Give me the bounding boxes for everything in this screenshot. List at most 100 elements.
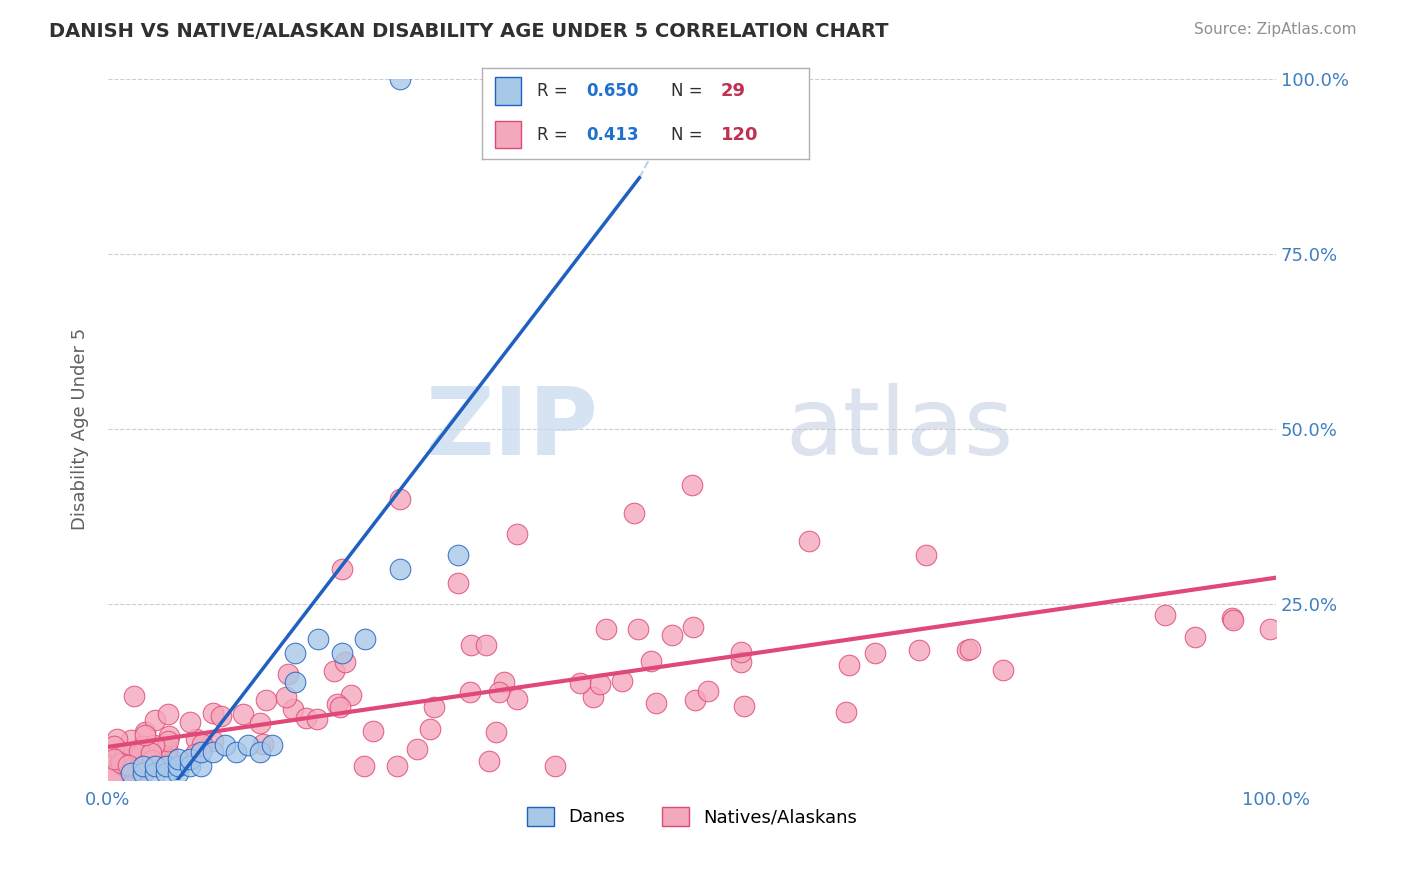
Point bbox=[623, 71, 645, 86]
Point bbox=[118, 746, 141, 760]
Point bbox=[447, 549, 470, 563]
Point bbox=[683, 693, 706, 707]
Point bbox=[697, 684, 720, 698]
Point bbox=[730, 645, 752, 659]
Point bbox=[569, 675, 592, 690]
Point bbox=[122, 760, 145, 774]
Point bbox=[326, 697, 349, 711]
Point bbox=[252, 737, 274, 751]
Point bbox=[260, 738, 283, 752]
Point bbox=[108, 755, 131, 769]
Point bbox=[141, 752, 163, 766]
Point bbox=[124, 764, 146, 778]
Point bbox=[103, 739, 125, 753]
Point bbox=[156, 742, 179, 756]
Point bbox=[914, 549, 936, 563]
Point bbox=[117, 758, 139, 772]
Point bbox=[322, 665, 344, 679]
Point bbox=[114, 758, 136, 772]
Point bbox=[202, 745, 225, 759]
Point bbox=[128, 744, 150, 758]
Point bbox=[132, 758, 155, 772]
Point bbox=[117, 765, 139, 780]
Point bbox=[131, 760, 153, 774]
Point bbox=[103, 752, 125, 766]
Point bbox=[232, 706, 254, 721]
Point bbox=[458, 685, 481, 699]
Point bbox=[156, 706, 179, 721]
Point bbox=[478, 754, 501, 768]
Point bbox=[838, 658, 860, 673]
Point bbox=[110, 756, 132, 770]
Point bbox=[249, 745, 271, 759]
Point bbox=[190, 745, 212, 759]
Point bbox=[143, 758, 166, 772]
Point bbox=[645, 696, 668, 710]
Point bbox=[460, 638, 482, 652]
Point bbox=[103, 767, 125, 781]
Point bbox=[159, 752, 181, 766]
Point bbox=[155, 758, 177, 772]
Point bbox=[214, 738, 236, 752]
Point bbox=[595, 622, 617, 636]
Point bbox=[129, 747, 152, 761]
Point bbox=[582, 690, 605, 704]
Point bbox=[274, 690, 297, 705]
Point bbox=[141, 756, 163, 771]
Point bbox=[156, 734, 179, 748]
Point bbox=[388, 492, 411, 507]
Point bbox=[835, 705, 858, 719]
Point bbox=[361, 723, 384, 738]
Point bbox=[167, 751, 190, 765]
Point bbox=[1184, 630, 1206, 644]
Point bbox=[353, 758, 375, 772]
Point bbox=[733, 698, 755, 713]
Point bbox=[132, 762, 155, 776]
Point bbox=[190, 758, 212, 772]
Point bbox=[419, 722, 441, 736]
Point bbox=[488, 685, 510, 699]
Point bbox=[122, 689, 145, 703]
Point bbox=[122, 756, 145, 770]
Point bbox=[249, 716, 271, 731]
Point bbox=[284, 674, 307, 689]
Y-axis label: Disability Age Under 5: Disability Age Under 5 bbox=[72, 328, 89, 531]
Point bbox=[682, 620, 704, 634]
Point bbox=[143, 742, 166, 756]
Point bbox=[993, 663, 1015, 677]
Point bbox=[1222, 613, 1244, 627]
Point bbox=[184, 747, 207, 761]
Point bbox=[254, 693, 277, 707]
Point bbox=[157, 751, 180, 765]
Point bbox=[155, 765, 177, 780]
Point bbox=[179, 758, 201, 772]
Point bbox=[105, 753, 128, 767]
Point bbox=[627, 622, 650, 636]
Point bbox=[506, 692, 529, 706]
Point bbox=[225, 745, 247, 759]
Point bbox=[142, 739, 165, 753]
Point bbox=[191, 737, 214, 751]
Point bbox=[863, 647, 886, 661]
Point bbox=[295, 711, 318, 725]
Point bbox=[112, 759, 135, 773]
Point bbox=[908, 643, 931, 657]
Point bbox=[122, 746, 145, 760]
Point bbox=[141, 746, 163, 760]
Point bbox=[201, 706, 224, 720]
Point bbox=[134, 728, 156, 742]
Legend: Danes, Natives/Alaskans: Danes, Natives/Alaskans bbox=[520, 800, 865, 834]
Point bbox=[385, 758, 408, 772]
Point bbox=[681, 478, 703, 492]
Point bbox=[179, 715, 201, 730]
Point bbox=[284, 647, 307, 661]
Point bbox=[506, 527, 529, 541]
Point bbox=[124, 759, 146, 773]
Point bbox=[475, 638, 498, 652]
Point bbox=[167, 765, 190, 780]
Point bbox=[150, 739, 173, 754]
Point bbox=[612, 673, 634, 688]
Point bbox=[956, 643, 979, 657]
Point bbox=[112, 758, 135, 772]
Point bbox=[335, 655, 357, 669]
